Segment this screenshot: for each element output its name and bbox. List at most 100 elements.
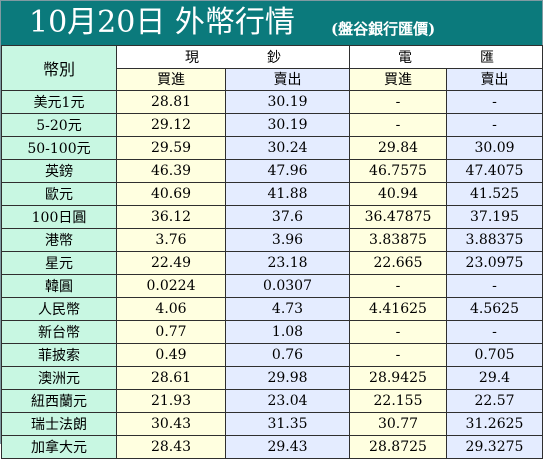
tt-sell-cell: - [446, 113, 543, 137]
cash-sell-cell: 0.76 [225, 343, 350, 367]
tt-buy-cell: 3.83875 [349, 228, 447, 252]
currency-cell: 新台幣 [1, 320, 117, 344]
tt-buy-cell: - [349, 113, 447, 137]
tt-sell-cell: 4.5625 [446, 297, 543, 321]
cash-buy-cell: 28.61 [116, 366, 226, 390]
cash-sell-cell: 41.88 [225, 182, 350, 206]
tt-buy-cell: 36.47875 [349, 205, 447, 229]
table-row: 人民幣 4.06 4.73 4.41625 4.5625 [1, 297, 543, 321]
tt-sell-cell: - [446, 320, 543, 344]
table-row: 紐西蘭元 21.93 23.04 22.155 22.57 [1, 389, 543, 413]
tt-sell-cell: 3.88375 [446, 228, 543, 252]
tt-buy-cell: 28.9425 [349, 366, 447, 390]
page-title: 10月20日 外幣行情 [29, 5, 295, 40]
telegraphic-header-right: 匯 [480, 49, 494, 66]
tt-sell-cell: 23.0975 [446, 251, 543, 275]
tt-sell-cell: 30.09 [446, 136, 543, 160]
cash-sell-cell: 23.04 [225, 389, 350, 413]
cash-sell-cell: 47.96 [225, 159, 350, 183]
tt-buy-cell: 22.665 [349, 251, 447, 275]
tt-sell-cell: - [446, 274, 543, 298]
tt-buy-cell: 30.77 [349, 412, 447, 436]
cash-sell-cell: 4.73 [225, 297, 350, 321]
cash-sell-cell: 3.96 [225, 228, 350, 252]
tt-buy-header: 買進 [349, 67, 447, 91]
table-row: 星元 22.49 23.18 22.665 23.0975 [1, 251, 543, 275]
currency-cell: 英鎊 [1, 159, 117, 183]
tt-sell-cell: 37.195 [446, 205, 543, 229]
cash-header-right: 鈔 [267, 49, 281, 66]
table-row: 澳洲元 28.61 29.98 28.9425 29.4 [1, 366, 543, 390]
cash-buy-cell: 21.93 [116, 389, 226, 413]
cash-sell-cell: 31.35 [225, 412, 350, 436]
currency-cell: 韓圓 [1, 274, 117, 298]
table-row: 50-100元 29.59 30.24 29.84 30.09 [1, 136, 543, 160]
cash-group-header: 現鈔 [116, 45, 350, 69]
tt-sell-cell: - [446, 90, 543, 114]
cash-buy-cell: 46.39 [116, 159, 226, 183]
currency-cell: 加拿大元 [1, 435, 117, 459]
cash-sell-cell: 30.19 [225, 90, 350, 114]
tt-sell-cell: 31.2625 [446, 412, 543, 436]
cash-sell-cell: 23.18 [225, 251, 350, 275]
rate-rows: 美元1元 28.81 30.19- -5-20元 29.12 30.19- -50-100元… [1, 90, 543, 459]
cash-buy-cell: 28.43 [116, 435, 226, 459]
cash-buy-cell: 36.12 [116, 205, 226, 229]
cash-buy-cell: 3.76 [116, 228, 226, 252]
cash-buy-cell: 4.06 [116, 297, 226, 321]
tt-sell-cell: 0.705 [446, 343, 543, 367]
currency-cell: 港幣 [1, 228, 117, 252]
cash-sell-cell: 37.6 [225, 205, 350, 229]
cash-buy-cell: 22.49 [116, 251, 226, 275]
telegraphic-group-header: 電匯 [349, 45, 543, 69]
currency-header: 幣別 [1, 45, 117, 91]
table-row: 新台幣 0.77 1.08- - [1, 320, 543, 344]
tt-sell-cell: 29.4 [446, 366, 543, 390]
currency-cell: 紐西蘭元 [1, 389, 117, 413]
tt-buy-cell: 28.8725 [349, 435, 447, 459]
cash-sell-cell: 30.24 [225, 136, 350, 160]
table-row: 加拿大元 28.43 29.43 28.8725 29.3275 [1, 435, 543, 459]
tt-buy-cell: - [349, 320, 447, 344]
cash-buy-cell: 29.12 [116, 113, 226, 137]
tt-buy-cell: 29.84 [349, 136, 447, 160]
cash-buy-cell: 28.81 [116, 90, 226, 114]
table-row: 菲披索 0.49 0.76-0.705 [1, 343, 543, 367]
tt-sell-header: 賣出 [446, 67, 543, 91]
cash-sell-cell: 0.0307 [225, 274, 350, 298]
currency-cell: 美元1元 [1, 90, 117, 114]
exchange-rate-table: 幣別 現鈔 電匯 買進 賣出 買進 賣出 美元1元 28.81 30.19- -5-2… [1, 45, 543, 459]
cash-sell-cell: 1.08 [225, 320, 350, 344]
table-row: 港幣 3.76 3.96 3.83875 3.88375 [1, 228, 543, 252]
cash-sell-cell: 29.98 [225, 366, 350, 390]
currency-cell: 澳洲元 [1, 366, 117, 390]
currency-cell: 人民幣 [1, 297, 117, 321]
cash-buy-cell: 30.43 [116, 412, 226, 436]
currency-cell: 100日圓 [1, 205, 117, 229]
cash-buy-cell: 40.69 [116, 182, 226, 206]
table-row: 5-20元 29.12 30.19- - [1, 113, 543, 137]
table-row: 歐元 40.69 41.88 40.94 41.525 [1, 182, 543, 206]
table-row: 美元1元 28.81 30.19- - [1, 90, 543, 114]
title-bar: 10月20日 外幣行情 (盤谷銀行匯價) [1, 1, 542, 45]
tt-buy-cell: 4.41625 [349, 297, 447, 321]
table-row: 韓圓 0.0224 0.0307- - [1, 274, 543, 298]
currency-cell: 星元 [1, 251, 117, 275]
tt-sell-cell: 22.57 [446, 389, 543, 413]
telegraphic-header-left: 電 [398, 49, 412, 66]
tt-sell-cell: 41.525 [446, 182, 543, 206]
tt-buy-cell: 46.7575 [349, 159, 447, 183]
table-row: 英鎊 46.39 47.96 46.7575 47.4075 [1, 159, 543, 183]
currency-cell: 菲披索 [1, 343, 117, 367]
cash-buy-cell: 0.77 [116, 320, 226, 344]
header-row-sub: 買進 賣出 買進 賣出 [2, 67, 543, 91]
tt-buy-cell: - [349, 343, 447, 367]
table-row: 瑞士法朗 30.43 31.35 30.77 31.2625 [1, 412, 543, 436]
tt-buy-cell: - [349, 274, 447, 298]
cash-buy-cell: 29.59 [116, 136, 226, 160]
tt-buy-cell: 40.94 [349, 182, 447, 206]
currency-cell: 50-100元 [1, 136, 117, 160]
currency-cell: 歐元 [1, 182, 117, 206]
cash-sell-cell: 30.19 [225, 113, 350, 137]
bank-source-label: (盤谷銀行匯價) [331, 20, 436, 38]
